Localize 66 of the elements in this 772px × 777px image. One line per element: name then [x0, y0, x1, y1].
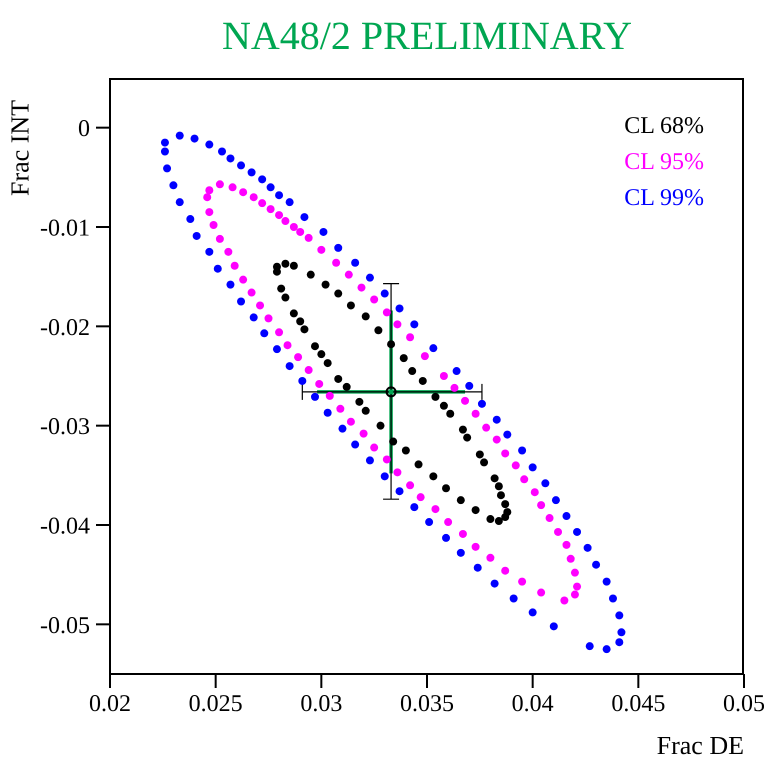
point — [494, 517, 503, 526]
point — [442, 484, 450, 492]
point — [355, 398, 364, 406]
x-tick-label: 0.02 — [89, 691, 131, 718]
y-tick-label: -0.03 — [40, 414, 90, 440]
y-tick-label: -0.05 — [40, 612, 90, 639]
point — [486, 515, 494, 524]
point — [387, 340, 396, 348]
point — [472, 506, 480, 514]
point — [362, 312, 370, 320]
text: CL 95% — [624, 148, 704, 177]
point — [402, 446, 410, 454]
x-tick-label: 0.025 — [188, 691, 243, 718]
text: CL 99% — [624, 184, 704, 213]
point — [408, 367, 416, 376]
point — [386, 386, 397, 398]
point — [376, 422, 385, 430]
point — [296, 317, 304, 326]
point — [463, 434, 472, 442]
point — [476, 450, 484, 458]
point — [458, 426, 467, 434]
point — [310, 342, 319, 350]
y-tick-label: 0 — [78, 116, 90, 142]
point — [334, 290, 342, 298]
point — [290, 309, 298, 318]
point — [324, 359, 332, 368]
point — [480, 458, 488, 466]
point — [456, 496, 465, 504]
point — [334, 374, 342, 383]
y-axis-title: Frac INT — [5, 100, 34, 196]
point — [429, 472, 438, 480]
x-tick-label: 0.04 — [512, 691, 554, 718]
x-tick-label: 0.045 — [611, 691, 666, 718]
point — [322, 280, 330, 289]
point — [400, 354, 408, 362]
chart-title: NA48/2 PRELIMINARY — [220, 12, 634, 59]
point — [290, 262, 298, 270]
point — [446, 410, 454, 418]
y-tick-label: -0.04 — [40, 514, 90, 540]
x-tick-label: 0.03 — [300, 691, 342, 718]
point — [418, 376, 427, 385]
point — [490, 474, 499, 482]
point — [317, 350, 326, 358]
x-tick-label: 0.05 — [723, 691, 765, 718]
point — [306, 270, 315, 279]
point — [300, 325, 308, 334]
point — [503, 508, 512, 516]
point — [414, 460, 423, 468]
point — [362, 406, 370, 415]
x-tick-label: 0.035 — [400, 691, 454, 718]
point — [346, 301, 355, 310]
point — [281, 260, 290, 268]
point — [494, 482, 503, 490]
point — [440, 402, 448, 410]
point — [389, 438, 398, 446]
point — [281, 294, 290, 302]
point — [374, 326, 382, 334]
point — [342, 382, 351, 391]
y-tick-label: -0.01 — [40, 216, 90, 242]
point — [496, 491, 505, 500]
y-tick-label: -0.02 — [40, 314, 90, 341]
x-axis-title: Frac DE — [656, 731, 744, 760]
text: CL 68% — [624, 112, 704, 141]
point — [277, 284, 286, 293]
point — [501, 500, 510, 508]
point — [431, 392, 440, 401]
